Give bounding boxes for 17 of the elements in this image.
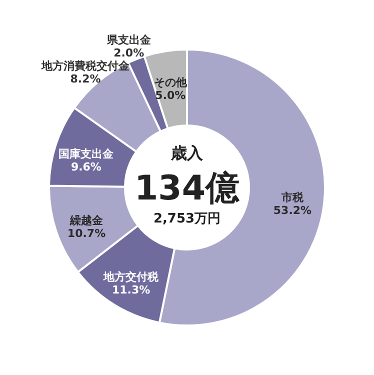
data-label: 8.2% bbox=[70, 72, 101, 86]
slice-label: 市税 bbox=[280, 191, 304, 204]
data-label: 10.7% bbox=[67, 227, 106, 240]
slice-label: 国庫支出金 bbox=[58, 148, 115, 161]
slice-label: 県支出金 bbox=[106, 34, 152, 47]
text: 2,753万円 bbox=[153, 212, 221, 226]
slice-label: 地方消費税交付金 bbox=[40, 59, 131, 72]
data-label: 53.2% bbox=[273, 204, 312, 218]
data-label: 9.6% bbox=[70, 160, 102, 174]
slice-label: 地方交付税 bbox=[102, 270, 160, 284]
slice-label: 繰越金 bbox=[69, 214, 104, 228]
data-label: 2.0% bbox=[114, 46, 144, 60]
slice-label: その他 bbox=[154, 76, 188, 89]
data-label: 5.0% bbox=[155, 88, 186, 102]
data-label: 11.3% bbox=[112, 284, 150, 297]
text: 134億 bbox=[134, 168, 240, 208]
text: 歳入 bbox=[170, 144, 204, 162]
